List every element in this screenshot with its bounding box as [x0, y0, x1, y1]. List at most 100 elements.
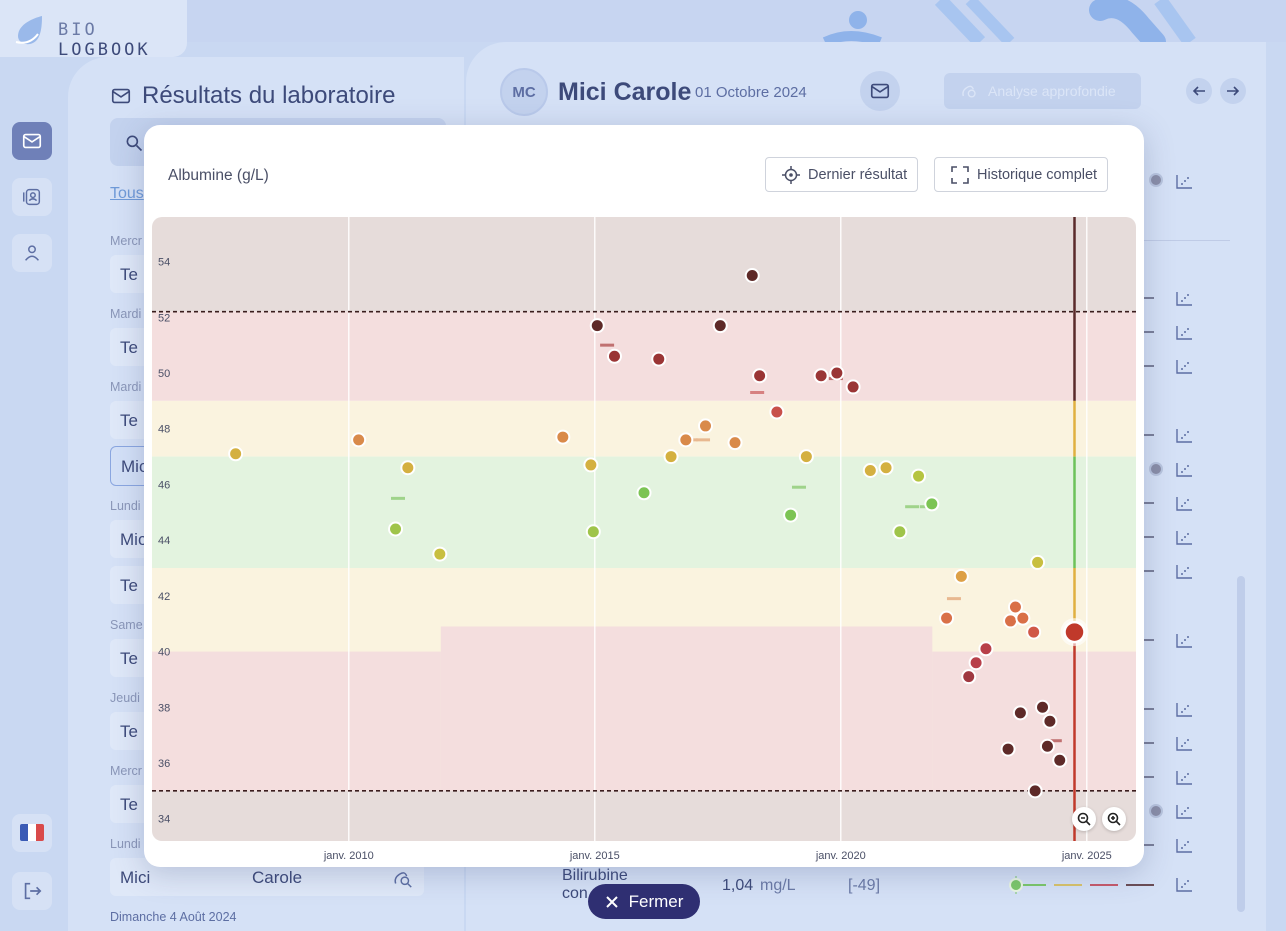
reference-band — [152, 217, 1136, 312]
mail-nav-button[interactable] — [12, 122, 52, 160]
range-marker — [1144, 742, 1154, 744]
day-header: Lundi — [110, 837, 141, 851]
data-point — [388, 521, 404, 537]
y-tick-label: 48 — [158, 424, 170, 436]
zoom-in-button[interactable] — [1102, 807, 1126, 831]
day-header: Mardi — [110, 307, 142, 321]
y-tick-label: 42 — [158, 591, 170, 603]
logo-drop-icon — [15, 16, 42, 45]
data-point — [1007, 599, 1023, 615]
data-point — [961, 669, 977, 685]
data-point — [813, 368, 829, 384]
day-header: Jeudi — [110, 691, 140, 705]
chart-icon[interactable] — [1176, 326, 1192, 340]
chart-icon[interactable] — [1176, 839, 1192, 853]
data-point — [953, 568, 969, 584]
mail-icon — [22, 133, 42, 149]
data-point — [651, 351, 667, 367]
status-dot — [1149, 173, 1163, 187]
mail-icon — [111, 88, 131, 104]
last-result-button[interactable]: Dernier résultat — [765, 157, 919, 192]
chart-icon[interactable] — [1176, 703, 1192, 717]
data-point — [878, 460, 894, 476]
bilirubin-scale — [1009, 876, 1154, 894]
day-header: Mardi — [110, 380, 142, 394]
data-point — [636, 485, 652, 501]
day-header: Lundi — [110, 499, 141, 513]
chart-icon[interactable] — [1176, 771, 1192, 785]
day-header: Mercr — [110, 234, 142, 248]
data-point — [589, 318, 605, 334]
analysis-search-icon[interactable] — [392, 867, 414, 889]
chart-icon[interactable] — [1176, 531, 1192, 545]
y-tick-label: 36 — [158, 758, 170, 770]
current-point — [1063, 620, 1086, 644]
data-point — [1052, 752, 1068, 768]
x-tick-label: janv. 2020 — [815, 850, 866, 862]
chart-icon[interactable] — [1176, 878, 1192, 892]
chart-icon[interactable] — [1176, 737, 1192, 751]
y-tick-label: 34 — [158, 814, 170, 826]
deep-analysis-button[interactable]: Analyse approfondie — [944, 73, 1141, 109]
zoom-out-button[interactable] — [1072, 807, 1096, 831]
data-point — [1035, 699, 1051, 715]
chart-icon[interactable] — [1176, 463, 1192, 477]
patient-name: Mici Carole — [558, 78, 692, 106]
low-band — [152, 651, 441, 791]
app-logo[interactable]: BIO LOGBOOK — [0, 0, 187, 60]
profile-nav-button[interactable] — [12, 234, 52, 272]
day-header: Same — [110, 618, 143, 632]
data-point — [698, 418, 713, 434]
range-marker — [1144, 536, 1154, 538]
chart-icon[interactable] — [1176, 634, 1192, 648]
bilirubin-value: 1,04 — [722, 877, 754, 894]
chart-title: Albumine (g/L) — [168, 167, 269, 184]
search-icon — [126, 135, 143, 152]
chart-icon[interactable] — [1176, 292, 1192, 306]
contacts-nav-button[interactable] — [12, 178, 52, 216]
albumin-chart[interactable]: 34 36 38 40 42 44 46 48 50 52 54 janv. 2010 janv. 20… — [152, 217, 1136, 867]
data-point — [892, 524, 908, 540]
day-header: Mercr — [110, 764, 142, 778]
data-point — [1000, 741, 1016, 757]
close-icon — [605, 895, 618, 908]
close-button[interactable]: Fermer — [588, 884, 700, 919]
data-point — [351, 432, 367, 448]
y-tick-label: 54 — [158, 257, 170, 269]
arrow-right-icon — [1227, 86, 1240, 96]
chart-icon[interactable] — [1176, 429, 1192, 443]
data-point — [1015, 610, 1031, 626]
top-bar — [0, 0, 1286, 42]
zoom-in-icon — [1107, 812, 1121, 826]
range-marker — [1144, 502, 1154, 504]
range-marker — [1144, 331, 1154, 333]
previous-button[interactable] — [1186, 78, 1212, 104]
data-point — [769, 404, 785, 420]
send-mail-button[interactable] — [860, 71, 900, 111]
range-marker — [1144, 434, 1154, 436]
arrow-left-icon — [1192, 86, 1205, 96]
filter-all-link[interactable]: Tous — [110, 185, 144, 202]
data-point — [727, 435, 743, 451]
chart-icon[interactable] — [1176, 565, 1192, 579]
chart-icon[interactable] — [1176, 175, 1192, 189]
data-point — [583, 457, 599, 473]
chart-icon[interactable] — [1176, 805, 1192, 819]
range-marker — [1144, 708, 1154, 710]
scrollbar[interactable] — [1237, 576, 1245, 912]
decorative-waves — [822, 0, 1196, 42]
avatar: MC — [500, 68, 548, 116]
data-point — [712, 318, 728, 334]
data-point — [663, 449, 679, 465]
chart-icon[interactable] — [1176, 497, 1192, 511]
next-button[interactable] — [1220, 78, 1246, 104]
bilirubin-unit: mg/L — [760, 877, 796, 894]
crosshair-icon — [782, 166, 800, 184]
data-point — [845, 379, 861, 395]
data-point — [911, 468, 927, 484]
range-marker — [1144, 844, 1154, 846]
chart-icon[interactable] — [1176, 360, 1192, 374]
data-point — [400, 460, 416, 476]
logout-button[interactable] — [12, 872, 52, 910]
full-history-button[interactable]: Historique complet — [934, 157, 1109, 192]
